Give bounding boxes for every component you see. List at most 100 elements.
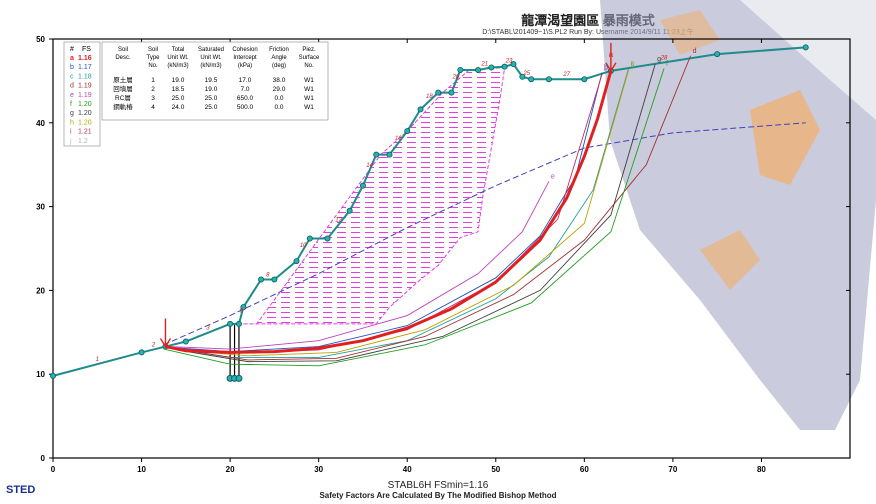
soil-table-cell: W1 <box>304 104 314 111</box>
trial-surface-label: b <box>604 65 608 72</box>
surface-node <box>448 89 455 96</box>
surface-node <box>227 320 234 327</box>
trial-surface-h <box>176 69 630 357</box>
soil-table-cell: 7.0 <box>240 86 249 93</box>
trial-surface-f <box>163 68 665 367</box>
arrow-head <box>605 62 617 73</box>
surface-node <box>581 76 588 83</box>
surface-node <box>258 276 265 283</box>
y-tick-label: 10 <box>36 370 45 379</box>
fs-legend-value: 1.20 <box>78 110 92 117</box>
trial-surface-c <box>176 68 630 358</box>
soil-table-cell: 25.0 <box>205 95 218 102</box>
surface-node <box>488 64 495 71</box>
fs-legend-id: b <box>70 64 74 71</box>
fs-legend-id: e <box>70 92 74 99</box>
fs-legend-value: 1.2 <box>78 138 88 145</box>
boundary-number: 18 <box>426 94 433 100</box>
surface-node <box>373 151 380 158</box>
soil-table-cell: 19.5 <box>205 77 218 84</box>
boundary-number: 1 <box>96 357 99 363</box>
boundary-number: 21 <box>480 62 488 68</box>
soil-table-cell: 3 <box>151 95 155 102</box>
soil-table-cell: 650.0 <box>237 95 254 102</box>
watermark-orange-blob-2 <box>700 230 760 290</box>
trial-surface-g <box>176 64 656 363</box>
surface-node <box>138 349 145 356</box>
fs-legend-header-id: # <box>70 46 74 53</box>
surface-node <box>528 76 535 83</box>
x-tick-label: 0 <box>51 465 56 474</box>
x-tick-label: 10 <box>137 465 146 474</box>
arrow-head <box>159 338 172 348</box>
boundary-number: 27 <box>562 72 570 78</box>
boundary-number: 16 <box>395 136 402 142</box>
y-tick-label: 30 <box>36 203 45 212</box>
soil-table-cell: 24.0 <box>172 104 185 111</box>
x-tick-label: 30 <box>314 465 323 474</box>
y-tick-label: 0 <box>41 454 46 463</box>
surface-node <box>501 63 508 70</box>
run-info: D:\STABL\201409~1\S.PL2 Run By: Username… <box>482 29 694 36</box>
trial-surface-label: c <box>631 60 635 67</box>
pile-toe-node <box>235 374 243 382</box>
soil-table-header-cell: Type <box>146 55 160 61</box>
fs-legend-value: 1.17 <box>78 64 92 71</box>
soil-table-cell: 18.5 <box>172 86 185 93</box>
plot-frame <box>52 38 851 459</box>
x-tick-label: 60 <box>580 465 589 474</box>
soil-table-header-cell: Desc. <box>115 55 131 61</box>
y-tick-label: 40 <box>36 119 45 128</box>
fs-legend-id: i <box>70 129 72 136</box>
soil-table-cell: RC層 <box>115 94 131 102</box>
soil-table-cell: 0.0 <box>274 104 283 111</box>
boundary-number: 12 <box>335 218 342 224</box>
surface-node <box>386 151 393 158</box>
soil-table-header-cell: Saturated <box>198 47 224 53</box>
soil-table-header-cell: Total <box>172 47 185 53</box>
soil-table-cell: 2 <box>151 86 155 93</box>
plot-axes: 0 10 20 30 40 50 60 70 80 0 10 20 30 40 50 <box>36 35 851 474</box>
surface-node <box>404 128 411 135</box>
fs-legend-value: 1.21 <box>78 129 92 136</box>
soil-table-cell: 鋼軌樁 <box>113 102 133 111</box>
soil-table-header-cell: Surface <box>299 55 320 61</box>
soil-properties-table: Soil Desc. Soil Type No. Total Unit Wt. (kN/m3)… <box>101 41 329 121</box>
soil-table-cell: W1 <box>304 86 314 93</box>
fs-legend-value: 1.20 <box>78 101 92 108</box>
boundary-number: 23 <box>505 58 513 64</box>
soil-table-cell: 17.0 <box>239 77 252 84</box>
y-tick-label: 20 <box>36 286 45 295</box>
fs-legend-header-fs: FS <box>82 46 91 53</box>
watermark-orange-blob-3 <box>660 10 720 55</box>
soil-table-header-cell: Soil <box>148 47 158 53</box>
trial-surface-e <box>168 181 550 350</box>
boundary-number: 20 <box>452 74 460 80</box>
fs-legend-id: d <box>70 83 74 90</box>
soil-table-header-cell: Unit Wt. <box>200 55 222 61</box>
soil-table-cell: 1 <box>151 77 155 84</box>
soil-table-cell: 25.0 <box>205 104 218 111</box>
surface-node <box>50 372 57 379</box>
surface-node <box>324 235 331 242</box>
surface-node <box>235 320 242 327</box>
fs-legend-value: 1.20 <box>78 119 92 126</box>
trial-surface-label: g <box>657 56 661 63</box>
trial-surface-label: e <box>551 173 555 180</box>
x-tick-label: 70 <box>668 465 677 474</box>
rc-layer-hatch <box>243 66 506 325</box>
fs-legend-id: a <box>70 55 74 62</box>
trial-surface-d <box>176 55 692 361</box>
soil-table-cell: 25.0 <box>172 95 185 102</box>
surface-node <box>714 51 721 58</box>
surface-node <box>417 106 424 113</box>
surface-node <box>359 182 366 189</box>
surface-node <box>182 338 189 345</box>
y-tick-label: 50 <box>36 35 45 44</box>
method-label: Safety Factors Are Calculated By The Mod… <box>319 491 557 500</box>
soil-table-cell: 19.0 <box>205 86 218 93</box>
x-tick-label: 20 <box>226 465 235 474</box>
soil-table-box <box>101 41 329 121</box>
